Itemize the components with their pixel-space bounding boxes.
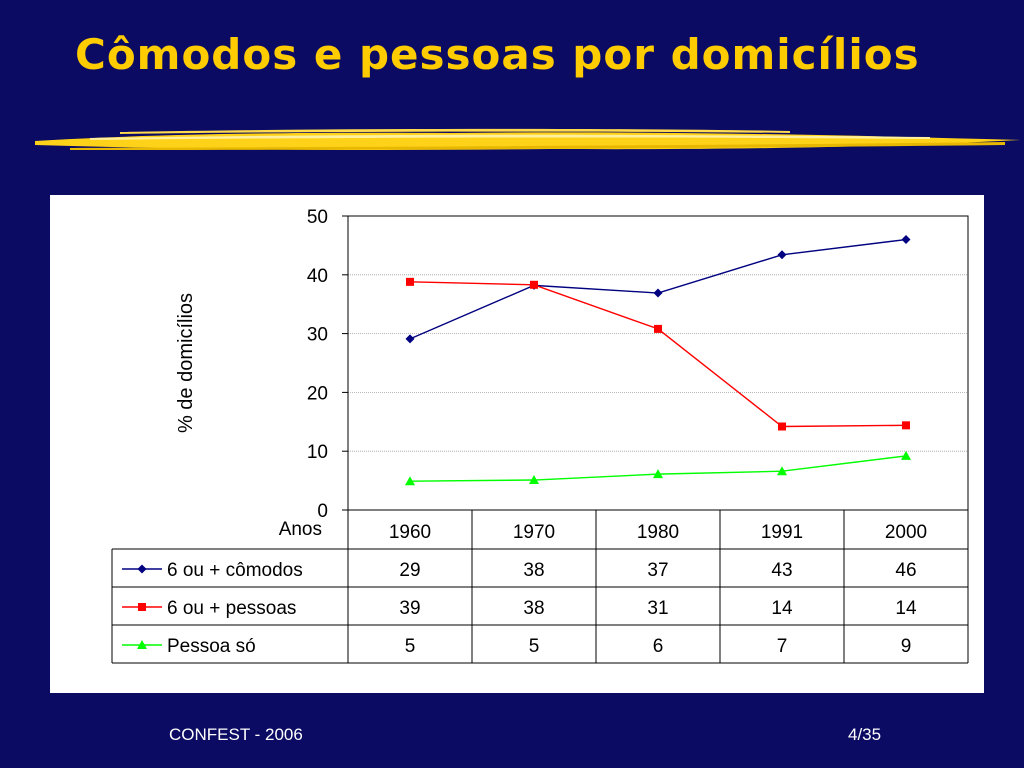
data-point [777, 466, 787, 476]
x-category-label: 2000 [885, 522, 927, 543]
y-tick-label: 40 [307, 266, 328, 287]
table-value: 9 [901, 636, 912, 657]
x-category-label: 1970 [513, 522, 555, 543]
table-value: 29 [399, 560, 420, 581]
y-tick-label: 10 [307, 442, 328, 463]
table-value: 6 [653, 636, 664, 657]
table-value: 14 [771, 598, 793, 619]
table-value: 14 [895, 598, 917, 619]
y-tick-label: 50 [307, 207, 328, 228]
legend-marker [138, 603, 146, 611]
data-point [405, 334, 415, 344]
data-point [778, 422, 786, 431]
data-point [653, 288, 663, 298]
line-chart: 0 10 20 30 40 50 % de domicílios Anos 1960 1970… [111, 207, 969, 664]
table-value: 31 [647, 598, 668, 619]
footer-slide-number: 4/35 [848, 725, 882, 744]
brush-stroke-divider [35, 128, 1020, 150]
chart-panel: 0 10 20 30 40 50 % de domicílios Anos 1960 1970… [50, 195, 984, 693]
y-axis-label: % de domicílios [175, 293, 197, 433]
legend-marker [137, 564, 147, 574]
table-value: 46 [895, 560, 916, 581]
data-point [530, 280, 538, 289]
plot-area-frame [347, 215, 969, 511]
data-point [777, 250, 787, 260]
x-category-label: 1991 [761, 522, 803, 543]
data-point [654, 324, 662, 333]
table-value: 43 [771, 560, 792, 581]
y-tick-label: 0 [317, 501, 328, 522]
legend-label: 6 ou + cômodos [167, 560, 303, 581]
data-point [901, 235, 911, 245]
x-category-label: 1980 [637, 522, 679, 543]
data-point [406, 277, 414, 286]
table-value: 5 [529, 636, 540, 657]
legend-label: Pessoa só [167, 636, 256, 657]
y-tick-label: 30 [307, 325, 328, 346]
footer-conference: CONFEST - 2006 [169, 725, 303, 744]
table-value: 38 [523, 560, 544, 581]
legend-marker [137, 640, 147, 649]
x-category-label: 1960 [389, 522, 431, 543]
table-value: 7 [777, 636, 788, 657]
slide-title: Cômodos e pessoas por domicílios [75, 30, 920, 79]
legend-label: 6 ou + pessoas [167, 598, 296, 619]
table-value: 39 [399, 598, 420, 619]
y-tick-label: 20 [307, 383, 328, 404]
table-value: 38 [523, 598, 544, 619]
table-value: 5 [405, 636, 416, 657]
data-point [901, 450, 911, 460]
table-value: 37 [647, 560, 668, 581]
data-point [902, 421, 910, 430]
data-point [653, 469, 663, 479]
series-line [409, 281, 907, 428]
x-axis-label: Anos [279, 519, 322, 540]
data-point [405, 476, 415, 486]
data-point [529, 475, 539, 485]
